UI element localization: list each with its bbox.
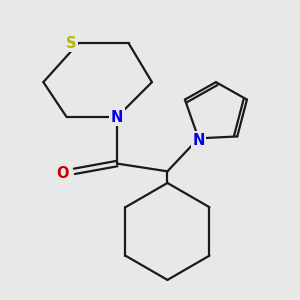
Text: S: S <box>66 36 76 51</box>
Text: N: N <box>111 110 123 124</box>
Text: O: O <box>56 166 69 181</box>
Text: N: N <box>192 133 205 148</box>
